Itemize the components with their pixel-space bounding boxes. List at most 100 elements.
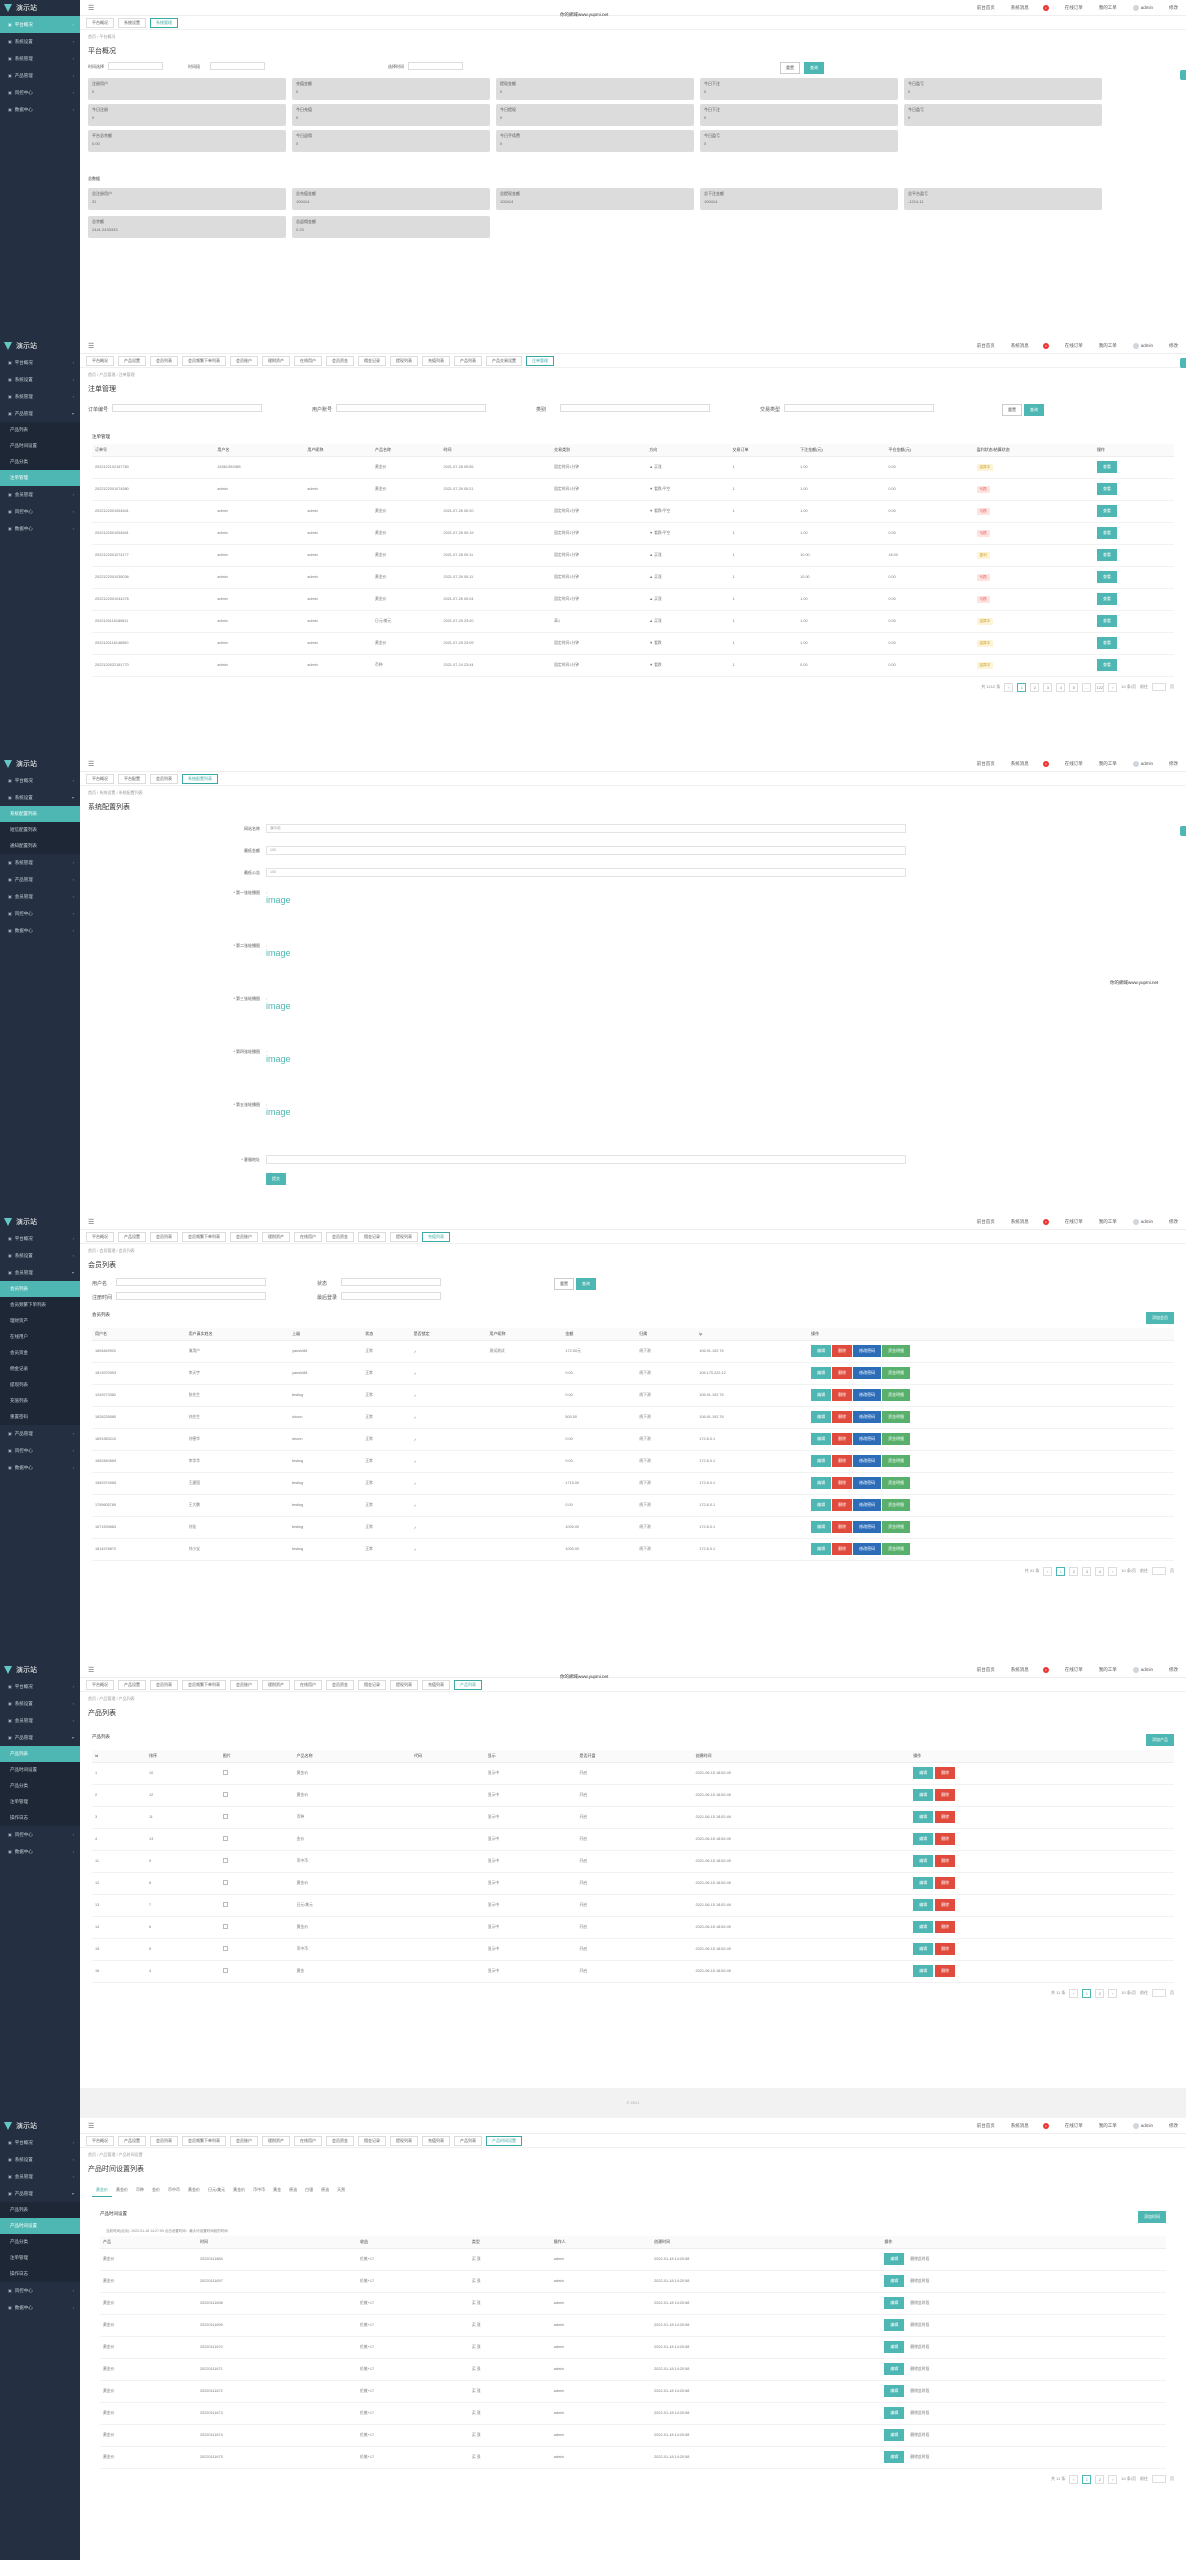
header-link[interactable]: 我的工单 [1098, 342, 1117, 348]
submit-button[interactable]: 提交 [266, 1173, 286, 1185]
edit-button[interactable]: 编辑 [884, 2429, 905, 2441]
tab[interactable]: 充值列表 [422, 2135, 450, 2146]
sidebar-item[interactable]: 产品列表 [0, 2202, 80, 2218]
delete-period-link[interactable]: 删除此时段 [910, 2345, 930, 2349]
sidebar-item[interactable]: 佣金记录 [0, 1361, 80, 1377]
header-link[interactable]: 前台首页 [976, 760, 995, 766]
header-link[interactable]: 前台首页 [976, 1218, 995, 1224]
tab[interactable]: 会员账户 [230, 1679, 258, 1690]
sidebar-item[interactable]: ▣ 风控中心 › [0, 905, 80, 922]
tab[interactable]: 会员列表 [150, 1231, 178, 1242]
header-link[interactable]: 在线订单 [1064, 342, 1083, 348]
row-action-button[interactable]: 删除 [832, 1455, 853, 1467]
header-link[interactable]: 在线订单 [1064, 4, 1083, 10]
header-link[interactable]: 系统消息 [1010, 4, 1029, 10]
table-row[interactable]: 2022122001074580 admin admin 黄金价 2021-07-26 … [92, 478, 1174, 501]
sidebar-item[interactable]: 产品列表 [0, 422, 80, 438]
row-action-button[interactable]: 删除 [832, 1543, 853, 1555]
product-tab[interactable]: 黄金价 [188, 2187, 200, 2192]
image-placeholder[interactable]: ▫ image [266, 890, 296, 920]
sidebar-item[interactable]: 产品分类 [0, 2234, 80, 2250]
row-action-button[interactable]: 修改密码 [853, 1455, 882, 1467]
sidebar-item[interactable]: 系统配置列表 [0, 806, 80, 822]
tab[interactable]: 平台概况 [86, 17, 114, 28]
user-menu-edit[interactable]: 修改 [1169, 760, 1178, 766]
row-action-button[interactable]: 修改密码 [853, 1499, 882, 1511]
row-action-button[interactable]: 删除 [832, 1477, 853, 1489]
product-tab[interactable]: 原油 [289, 2187, 298, 2192]
row-action-button[interactable]: 编辑 [811, 1433, 832, 1445]
row-action-button[interactable]: 编辑 [811, 1543, 832, 1555]
sidebar-item[interactable]: ▣ 系统设置 › [0, 1695, 80, 1712]
page-number[interactable]: 1 [1082, 2474, 1092, 2484]
row-action-button[interactable]: 编辑 [913, 1833, 934, 1845]
tab[interactable]: 会员资金 [326, 1679, 354, 1690]
row-action-button[interactable]: 编辑 [811, 1411, 832, 1423]
row-action-button[interactable]: 编辑 [913, 1789, 934, 1801]
sidebar-item[interactable]: ▣ 产品管理 ▾ [0, 1729, 80, 1746]
header-link[interactable]: 前台首页 [976, 342, 995, 348]
row-action-button[interactable]: 删除 [935, 1965, 956, 1977]
delete-period-link[interactable]: 删除此时段 [910, 2279, 930, 2283]
sidebar-item[interactable]: 会员频繁下单列表 [0, 1297, 80, 1313]
tab[interactable]: 会员列表 [150, 773, 178, 784]
tab[interactable]: 平台概况 [86, 355, 114, 366]
page-number[interactable]: 3 [1082, 1566, 1092, 1576]
page-size-select[interactable]: 10 条/页 [1121, 2476, 1136, 2481]
page-number[interactable]: 1 [1017, 682, 1027, 692]
header-link[interactable]: 在线订单 [1064, 760, 1083, 766]
tab[interactable]: 会员列表 [150, 1679, 178, 1690]
tab[interactable]: 会员账户 [230, 355, 258, 366]
row-action-button[interactable]: 资金明细 [882, 1411, 911, 1423]
reset-button[interactable]: 重置 [780, 62, 800, 74]
user-menu-edit[interactable]: 修改 [1169, 2122, 1178, 2128]
row-action-button[interactable]: 删除 [935, 1943, 956, 1955]
edit-button[interactable]: 编辑 [884, 2341, 905, 2353]
table-row[interactable]: 12 8 黄金价 显示中 开启 2021-06-15 18:52:49 编辑 删除 [92, 1872, 1174, 1895]
sidebar-item[interactable]: ▣ 风控中心 › [0, 1442, 80, 1459]
user-menu[interactable]: admin [1132, 2122, 1153, 2129]
table-row[interactable]: 1671539683 刘佳 testing 正常 ✓ 1000.00 线下测 172.8.0.… [92, 1516, 1174, 1539]
next-page-icon[interactable]: › [1108, 1566, 1118, 1576]
tab[interactable]: 会员账户 [230, 1231, 258, 1242]
table-row[interactable]: 黄金价 20220111672 伦敦+17 买 涨 admin 2022-01-18 14… [100, 2380, 1166, 2403]
table-row[interactable]: 1249273382 张先生 testing 正常 ✓ 0.00 线下测 106.91.192… [92, 1384, 1174, 1407]
sidebar-item[interactable]: ▣ 系统设置 › [0, 2151, 80, 2168]
prev-page-icon[interactable]: ‹ [1069, 1988, 1079, 1998]
filter-input[interactable] [341, 1278, 441, 1286]
tab[interactable]: 会员频繁下单列表 [182, 2135, 226, 2146]
row-action-button[interactable]: 修改密码 [853, 1345, 882, 1357]
image-placeholder[interactable]: ▫ image [266, 1049, 296, 1079]
tab[interactable]: 佣金记录 [358, 1231, 386, 1242]
row-action-button[interactable]: 删除 [935, 1811, 956, 1823]
sidebar-item[interactable]: 产品列表 [0, 1746, 80, 1762]
page-number[interactable]: 4 [1095, 1566, 1105, 1576]
table-row[interactable]: 1628226580 刘先生 shonn 正常 ✓ 500.00 线下测 106.91.192… [92, 1406, 1174, 1429]
view-button[interactable]: 查看 [1096, 483, 1117, 495]
edit-button[interactable]: 编辑 [884, 2275, 905, 2287]
table-row[interactable]: 2022120022181770 admin admin 币种 2021-07-24 2… [92, 654, 1174, 677]
user-menu-edit[interactable]: 修改 [1169, 4, 1178, 10]
page-size-select[interactable]: 10 条/页 [1121, 1568, 1136, 1573]
tab[interactable]: 理财资产 [262, 2135, 290, 2146]
sidebar-item[interactable]: ▣ 风控中心 › [0, 1826, 80, 1843]
tab[interactable]: 会员资金 [326, 355, 354, 366]
tab[interactable]: 在线用户 [294, 1231, 322, 1242]
sidebar-item[interactable]: ▣ 系统设置 › [0, 371, 80, 388]
row-action-button[interactable]: 资金明细 [882, 1477, 911, 1489]
tab[interactable]: 理财资产 [262, 355, 290, 366]
row-action-button[interactable]: 编辑 [913, 1811, 934, 1823]
delete-period-link[interactable]: 删除此时段 [910, 2455, 930, 2459]
menu-toggle-icon[interactable]: ☰ [88, 760, 95, 768]
tab[interactable]: 理财资产 [262, 1231, 290, 1242]
goto-input[interactable] [1152, 1567, 1166, 1575]
product-tab[interactable]: 币中币 [253, 2187, 266, 2192]
table-row[interactable]: 13 7 日元/美元 显示中 开启 2021-06-15 18:52:49 编辑 删除 [92, 1894, 1174, 1917]
table-row[interactable]: 1795605789 王大鹏 testing 正常 ✓ 0.00 线下测 172.8.0.1 编… [92, 1494, 1174, 1517]
tab[interactable]: 会员频繁下单列表 [182, 355, 226, 366]
row-action-button[interactable]: 删除 [935, 1877, 956, 1889]
page-number[interactable]: 3 [1043, 682, 1053, 692]
edit-button[interactable]: 编辑 [884, 2363, 905, 2375]
tab[interactable]: 佣金记录 [358, 1679, 386, 1690]
edit-button[interactable]: 编辑 [884, 2451, 905, 2463]
